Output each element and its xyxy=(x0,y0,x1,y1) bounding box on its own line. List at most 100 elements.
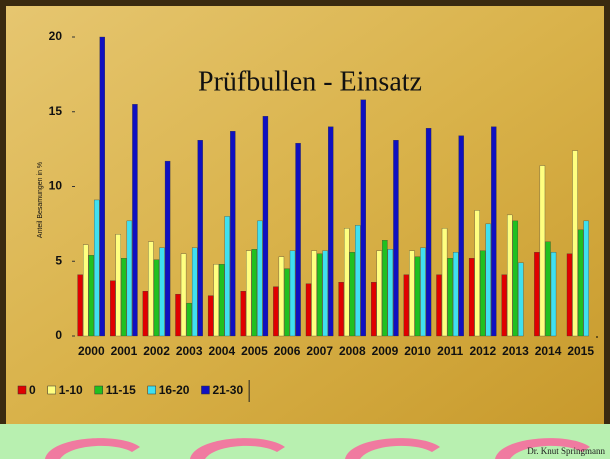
bar xyxy=(251,249,258,337)
bar xyxy=(316,253,323,337)
bar xyxy=(512,220,519,337)
x-tick-label: 2011 xyxy=(437,344,463,358)
legend-swatch xyxy=(47,385,56,395)
bar xyxy=(474,210,480,337)
x-tick-label: 2000 xyxy=(78,344,105,358)
bar xyxy=(262,116,269,337)
bar xyxy=(121,258,127,337)
bar xyxy=(441,228,448,337)
legend-swatch xyxy=(17,385,27,395)
bar xyxy=(175,293,181,337)
bar xyxy=(94,199,100,337)
bar xyxy=(393,140,399,337)
bar xyxy=(126,220,133,337)
bar xyxy=(273,286,279,337)
x-tick-label: 2015 xyxy=(567,344,594,358)
legend-label: 1-10 xyxy=(59,383,83,397)
bar xyxy=(311,250,317,337)
legend-label: 0 xyxy=(29,383,36,397)
bar xyxy=(507,214,513,337)
bar xyxy=(159,247,165,337)
bar xyxy=(371,282,377,337)
bar xyxy=(539,165,546,337)
x-tick-label: 2002 xyxy=(143,344,170,358)
bar xyxy=(403,274,410,337)
bar xyxy=(305,283,312,337)
bar xyxy=(295,142,301,337)
x-tick-label: 2004 xyxy=(208,344,235,358)
bar xyxy=(534,252,540,337)
bar xyxy=(344,228,350,337)
bar xyxy=(180,253,187,337)
bar xyxy=(115,234,121,337)
bar xyxy=(338,282,344,337)
bar xyxy=(278,256,285,337)
bar xyxy=(452,252,459,337)
bar xyxy=(360,99,366,337)
bar xyxy=(425,128,432,337)
bar xyxy=(349,252,355,337)
legend-label: 16-20 xyxy=(159,383,190,397)
bar xyxy=(132,104,138,337)
bar xyxy=(436,274,442,337)
bar xyxy=(240,290,246,337)
credit: Dr. Knut Springmann xyxy=(527,446,605,456)
legend-label: 11-15 xyxy=(106,383,136,397)
x-tick-label: 2008 xyxy=(339,344,366,358)
bar xyxy=(328,126,334,337)
x-tick-label: 2010 xyxy=(404,344,431,358)
bar xyxy=(577,229,584,337)
bar xyxy=(485,223,491,337)
bar xyxy=(191,247,198,337)
bar xyxy=(83,244,89,337)
legend-swatch xyxy=(201,385,210,395)
x-tick-label: 2012 xyxy=(469,344,496,358)
bar xyxy=(153,259,160,337)
bar xyxy=(219,264,225,337)
bar xyxy=(164,160,171,337)
bar xyxy=(458,135,464,337)
legend-label: 21-30 xyxy=(212,383,243,397)
legend-swatch xyxy=(94,385,103,395)
bar xyxy=(230,131,236,337)
bar xyxy=(284,268,290,337)
bar xyxy=(566,253,573,337)
x-tick-label: 2005 xyxy=(241,344,268,358)
bar xyxy=(99,36,105,337)
bar xyxy=(545,241,551,337)
chart-title: Prüfbullen - Einsatz xyxy=(198,66,422,97)
bar xyxy=(414,256,421,337)
bar xyxy=(246,250,252,337)
x-tick-label: 2003 xyxy=(176,344,203,358)
bar xyxy=(501,274,507,337)
bar xyxy=(186,302,192,337)
y-tick-label: 15 xyxy=(49,104,63,118)
x-tick-label: 2001 xyxy=(111,344,138,358)
x-tick-label: 2014 xyxy=(535,344,562,358)
bar xyxy=(88,255,94,337)
bar xyxy=(197,140,203,337)
legend-swatch xyxy=(147,385,156,395)
bar xyxy=(355,225,361,337)
bar xyxy=(376,250,382,337)
bar xyxy=(110,280,116,337)
bar xyxy=(480,250,486,337)
y-tick-label: 20 xyxy=(49,29,63,43)
bar xyxy=(382,240,388,337)
x-tick-label: 2009 xyxy=(372,344,399,358)
bar xyxy=(447,258,453,337)
bar xyxy=(77,274,83,337)
bar xyxy=(468,258,475,337)
bar xyxy=(257,220,263,337)
bar xyxy=(213,264,219,337)
bar xyxy=(572,150,578,337)
chart-background xyxy=(6,6,604,424)
bar xyxy=(224,216,230,337)
bar xyxy=(142,290,149,337)
x-tick-label: 2007 xyxy=(306,344,333,358)
x-tick-label: 2006 xyxy=(274,344,301,358)
bar xyxy=(491,126,497,337)
y-tick-label: 5 xyxy=(55,253,62,267)
x-tick-label: 2013 xyxy=(502,344,529,358)
